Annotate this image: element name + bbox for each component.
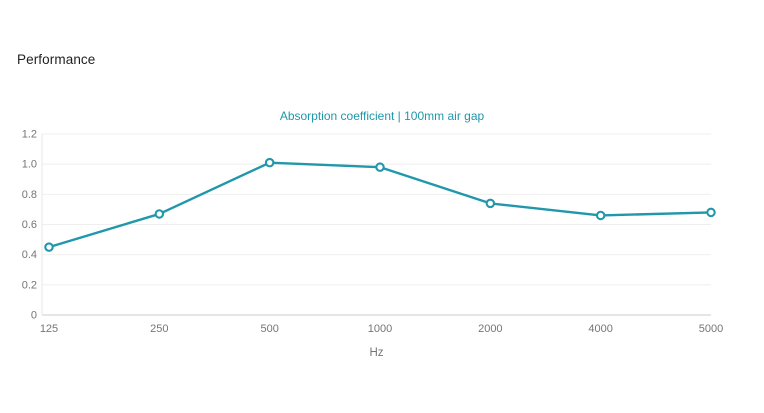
x-tick-label: 250 — [150, 323, 168, 335]
series-line — [47, 161, 713, 249]
data-point[interactable] — [375, 162, 385, 172]
y-tick-label: 0.2 — [22, 279, 37, 291]
data-point[interactable] — [44, 242, 54, 252]
data-point[interactable] — [706, 207, 716, 218]
x-tick-label: 4000 — [588, 323, 612, 335]
data-point[interactable] — [595, 210, 606, 221]
x-tick-label: 500 — [260, 323, 278, 335]
x-tick-label: 1000 — [368, 323, 392, 335]
x-axis-title: Hz — [369, 347, 384, 359]
y-tick-label: 1.2 — [22, 129, 37, 141]
y-tick-label: 0.8 — [22, 189, 37, 201]
page-title: Performance — [17, 52, 96, 67]
y-tick-label: 0.4 — [22, 249, 37, 261]
data-point[interactable] — [264, 157, 275, 168]
y-tick-label: 0 — [31, 310, 37, 322]
x-tick-label: 2000 — [478, 323, 502, 335]
chart-title: Absorption coefficient | 100mm air gap — [279, 109, 485, 123]
x-tick-label: 5000 — [699, 323, 723, 335]
y-tick-label: 0.6 — [22, 219, 37, 231]
data-point[interactable] — [485, 198, 496, 209]
data-point[interactable] — [154, 209, 165, 219]
y-tick-label: 1.0 — [22, 159, 37, 171]
x-tick-label: 125 — [40, 323, 58, 335]
